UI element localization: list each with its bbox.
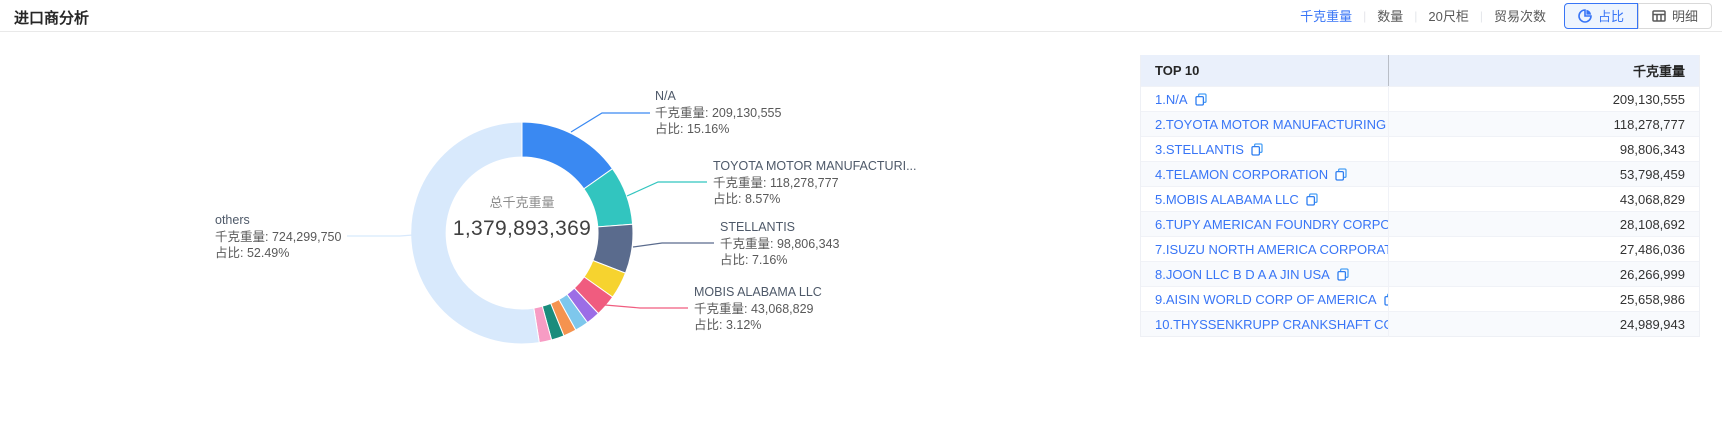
importer-link-1[interactable]: 1.N/A [1141,86,1389,112]
callout-line-0 [570,112,650,133]
importer-weight: 25,658,986 [1619,291,1685,307]
callout-line-10 [347,234,414,237]
callout-percent: 占比: 7.16% [720,253,788,267]
callout-line-4 [604,304,688,309]
pie-callout-label-4: MOBIS ALABAMA LLC 千克重量: 43,068,829 占比: 3.1… [694,284,822,334]
table-icon [1652,9,1666,22]
callout-percent: 占比: 52.49% [215,246,290,260]
importer-name: 1.N/A [1155,91,1188,107]
table-row: 6.TUPY AMERICAN FOUNDRY CORPORATION 28,10… [1141,211,1699,237]
panel-header: 进口商分析 千克重量 | 数量 | 20尺柜 | 贸易次数 占比 明细 [0,0,1722,32]
callout-weight: 千克重量: 724,299,750 [215,229,342,244]
view-button-label: 占比 [1597,9,1624,24]
metric-option-1[interactable]: 数量 [1377,9,1404,24]
importer-name: 2.TOYOTA MOTOR MANUFACTURING [1155,116,1387,132]
table-row: 5.MOBIS ALABAMA LLC 43,068,829 [1141,186,1699,212]
metric-separator: | [1414,8,1418,23]
importer-weight: 43,068,829 [1619,191,1685,207]
metric-option-2[interactable]: 20尺柜 [1428,9,1469,24]
view-button-ratio[interactable]: 占比 [1563,2,1638,29]
copy-icon[interactable] [1194,92,1207,106]
copy-icon[interactable] [1335,167,1347,181]
copy-icon[interactable] [1383,292,1389,306]
callout-name: N/A [655,89,676,103]
importer-name: 8.JOON LLC B D A A JIN USA [1155,266,1330,282]
view-button-label: 明细 [1671,9,1698,24]
metric-switcher: 千克重量 | 数量 | 20尺柜 | 贸易次数 [1300,6,1546,25]
copy-icon[interactable] [1337,267,1349,281]
importer-link-6[interactable]: 6.TUPY AMERICAN FOUNDRY CORPORATION [1141,211,1389,237]
pie-slice-10[interactable] [410,121,540,345]
importer-link-8[interactable]: 8.JOON LLC B D A A JIN USA [1141,261,1389,287]
table-row: 4.TELAMON CORPORATION 53,798,459 [1141,161,1699,187]
pie-callout-label-0: N/A 千克重量: 209,130,555 占比: 15.16% [655,88,781,138]
pie-callout-label-10: others 千克重量: 724,299,750 占比: 52.49% [215,212,341,262]
donut-chart-svg [347,112,714,345]
importer-weight: 98,806,343 [1619,141,1685,157]
importer-name: 4.TELAMON CORPORATION [1155,166,1329,182]
importer-weight: 118,278,777 [1613,116,1685,132]
table-row: 2.TOYOTA MOTOR MANUFACTURING 118,278,777 [1141,111,1699,137]
callout-percent: 占比: 15.16% [655,122,730,136]
importer-link-7[interactable]: 7.ISUZU NORTH AMERICA CORPORATION [1141,236,1389,262]
top10-table: TOP 10 千克重量 1.N/A 209,130,555 2.TOYOTA MOT… [1140,55,1700,337]
table-row: 3.STELLANTIS 98,806,343 [1141,136,1699,162]
metric-option-3[interactable]: 贸易次数 [1493,9,1546,24]
importer-weight: 26,266,999 [1619,266,1685,282]
callout-name: MOBIS ALABAMA LLC [694,285,822,299]
callout-name: others [215,213,250,227]
table-row: 8.JOON LLC B D A A JIN USA 26,266,999 [1141,261,1699,287]
callout-name: TOYOTA MOTOR MANUFACTURI... [713,159,917,173]
callout-percent: 占比: 8.57% [713,192,781,206]
importer-link-2[interactable]: 2.TOYOTA MOTOR MANUFACTURING [1141,111,1389,137]
callout-weight: 千克重量: 43,068,829 [694,301,814,316]
table-row: 1.N/A 209,130,555 [1141,86,1699,112]
table-row: 10.THYSSENKRUPP CRANKSHAFT COMPANY LLC 24… [1141,311,1699,337]
importer-weight: 53,798,459 [1619,166,1685,182]
importer-link-9[interactable]: 9.AISIN WORLD CORP OF AMERICA [1141,286,1389,312]
view-mode-button-group: 占比 明细 [1563,2,1712,29]
importer-weight: 27,486,036 [1619,241,1685,257]
callout-percent: 占比: 3.12% [694,318,762,332]
pie-callout-label-1: TOYOTA MOTOR MANUFACTURI... 千克重量: 118,278… [713,158,917,208]
donut-chart: 总千克重量 1,379,893,369 N/A 千克重量: 209,130,555… [0,32,1040,436]
importer-weight: 28,108,692 [1619,216,1685,232]
pie-icon [1578,8,1592,23]
callout-weight: 千克重量: 118,278,777 [713,175,839,190]
importer-name: 5.MOBIS ALABAMA LLC [1155,191,1299,207]
callout-weight: 千克重量: 98,806,343 [720,236,840,251]
metric-separator: | [1479,8,1483,23]
importer-link-4[interactable]: 4.TELAMON CORPORATION [1141,161,1389,187]
importer-name: 10.THYSSENKRUPP CRANKSHAFT COMPANY LLC [1155,316,1388,332]
importer-name: 7.ISUZU NORTH AMERICA CORPORATION [1155,241,1388,257]
importer-link-5[interactable]: 5.MOBIS ALABAMA LLC [1141,186,1389,212]
table-row: 9.AISIN WORLD CORP OF AMERICA 25,658,986 [1141,286,1699,312]
copy-icon[interactable] [1306,192,1318,206]
importer-link-3[interactable]: 3.STELLANTIS [1141,136,1389,162]
copy-icon[interactable] [1251,142,1263,156]
importer-name: 9.AISIN WORLD CORP OF AMERICA [1155,291,1377,307]
callout-line-2 [632,242,714,248]
importer-name: 3.STELLANTIS [1155,141,1244,157]
importer-name: 6.TUPY AMERICAN FOUNDRY CORPORATION [1155,216,1389,232]
header-toolbar: 千克重量 | 数量 | 20尺柜 | 贸易次数 占比 明细 [1300,0,1712,31]
top10-header-rank: TOP 10 [1141,55,1389,86]
table-row: 7.ISUZU NORTH AMERICA CORPORATION 27,486,… [1141,236,1699,262]
top10-table-header: TOP 10 千克重量 [1141,55,1699,86]
callout-weight: 千克重量: 209,130,555 [655,105,782,120]
importer-weight: 209,130,555 [1612,91,1685,107]
callout-name: STELLANTIS [720,220,796,234]
importer-link-10[interactable]: 10.THYSSENKRUPP CRANKSHAFT COMPANY LLC [1141,311,1389,337]
page-title: 进口商分析 [14,10,90,27]
metric-separator: | [1363,8,1367,23]
top10-header-value: 千克重量 [1632,64,1685,79]
importer-weight: 24,989,943 [1619,316,1685,332]
callout-line-1 [626,181,707,197]
top10-table-body: 1.N/A 209,130,555 2.TOYOTA MOTOR MANUFACTU… [1141,86,1699,337]
view-button-detail[interactable]: 明细 [1637,2,1712,29]
pie-callout-label-2: STELLANTIS 千克重量: 98,806,343 占比: 7.16% [720,219,840,269]
metric-option-0[interactable]: 千克重量 [1300,9,1353,24]
